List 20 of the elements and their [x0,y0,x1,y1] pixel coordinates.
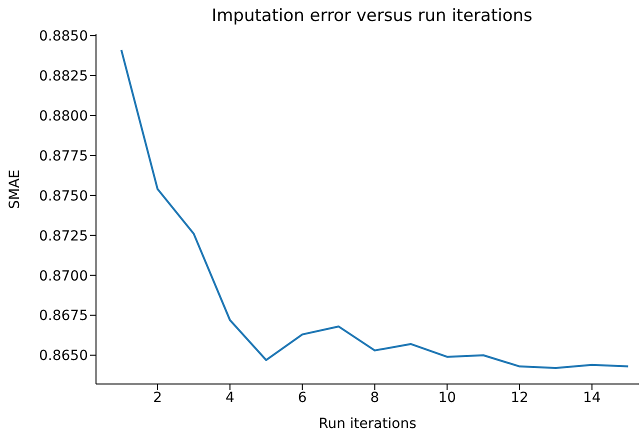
x-axis-title: Run iterations [318,416,416,432]
x-tick-label: 8 [370,390,380,406]
line-series [120,48,630,370]
y-tick-label: 0.8725 [39,228,88,244]
x-tick-label: 10 [438,390,456,406]
x-tick-label: 12 [510,390,528,406]
y-tick-label: 0.8825 [39,68,88,85]
y-tick-label: 0.8775 [39,148,88,164]
y-tick-label: 0.8800 [39,108,88,124]
y-tick-label: 0.8700 [39,268,88,284]
y-tick-label: 0.8850 [39,28,88,45]
y-tick-label: 0.8675 [39,308,88,324]
chart-title: Imputation error versus run iterations [210,6,534,26]
y-tick-label: 0.8650 [39,348,88,364]
x-tick-label: 4 [225,390,234,406]
x-tick-label: 2 [153,390,162,406]
x-tick-label: 6 [298,390,307,406]
y-tick-label: 0.8750 [39,188,88,204]
x-tick-label: 14 [583,390,601,406]
y-axis-title: SMAE [6,170,23,209]
